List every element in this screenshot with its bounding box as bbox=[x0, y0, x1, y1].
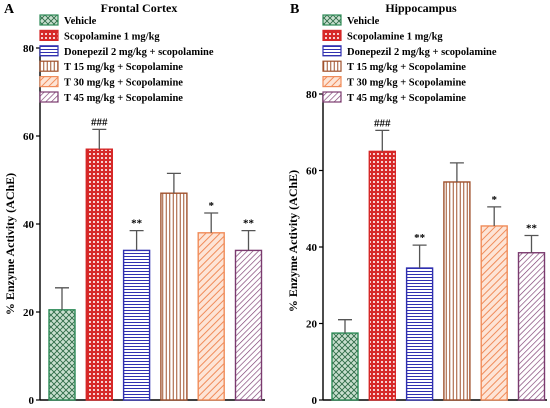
panel-b-error-bar-4 bbox=[449, 162, 464, 182]
panel-b-legend-swatch-2 bbox=[322, 29, 342, 41]
panel-a-y-tick-label: 0 bbox=[29, 395, 35, 407]
panel-a-legend-swatch-5 bbox=[39, 75, 59, 88]
panel-b-bar-1 bbox=[331, 332, 359, 401]
panel-a-title: Frontal Cortex bbox=[101, 1, 178, 15]
panel-a-legend-label-1: Vehicle bbox=[64, 16, 97, 27]
panel-b-error-bar-5 bbox=[487, 206, 502, 226]
panel-a-legend-swatch-2 bbox=[39, 29, 59, 41]
panel-b-significance-label-5: * bbox=[491, 194, 497, 206]
panel-a-legend-swatch-1 bbox=[39, 14, 59, 26]
panel-b-legend-swatch-4 bbox=[322, 60, 342, 72]
panel-a-y-tick-label: 20 bbox=[23, 307, 35, 319]
panel-a-bar-4 bbox=[160, 192, 188, 401]
panel-a-legend-swatch-4 bbox=[39, 60, 59, 72]
panel-a-error-bar-5 bbox=[204, 212, 219, 233]
panel-b-y-tick-label: 80 bbox=[306, 89, 318, 101]
panel-a-legend-label-2: Scopolamine 1 mg/kg bbox=[64, 31, 160, 42]
panel-b-legend-label-3: Donepezil 2 mg/kg + scopolamine bbox=[347, 47, 497, 58]
panel-b-bar-4 bbox=[443, 181, 471, 401]
panel-a-y-axis-label: % Enzyme Activity (AChE) bbox=[3, 173, 17, 315]
panel-b-y-tick-label: 60 bbox=[306, 166, 318, 178]
panel-a-bar-3 bbox=[122, 249, 151, 401]
panel-b-y-tick-label: 40 bbox=[306, 242, 318, 254]
panel-a-bar-1 bbox=[48, 309, 76, 401]
panel-b-title: Hippocampus bbox=[385, 1, 457, 15]
panel-b-significance-label-3: ** bbox=[414, 232, 426, 244]
panel-b-error-bar-1 bbox=[338, 319, 352, 334]
panel-b-label: B bbox=[290, 2, 299, 17]
panel-b-legend-label-5: T 30 mg/kg + Scopolamine bbox=[347, 78, 466, 89]
panel-b-significance-label-6: ** bbox=[526, 223, 538, 235]
panel-b-y-tick-label: 20 bbox=[306, 319, 318, 331]
panel-a-label: A bbox=[4, 2, 15, 17]
panel-a-error-bar-4 bbox=[166, 172, 181, 194]
panel-a-legend-label-5: T 30 mg/kg + Scopolamine bbox=[64, 78, 183, 89]
panel-a-bar-5 bbox=[197, 232, 225, 401]
panel-a-error-bar-2 bbox=[92, 128, 107, 150]
panel-b-significance-label-2: ### bbox=[374, 117, 391, 129]
panel-b-bar-5 bbox=[480, 225, 508, 401]
panel-b-legend-swatch-5 bbox=[322, 75, 342, 88]
panel-b-legend-label-2: Scopolamine 1 mg/kg bbox=[347, 31, 443, 42]
panel-b-legend-swatch-6 bbox=[322, 91, 342, 103]
panel-b-y-tick-label: 0 bbox=[312, 395, 318, 407]
panel-a-y-tick-label: 40 bbox=[23, 219, 35, 231]
panel-b-legend-label-6: T 45 mg/kg + Scopolamine bbox=[347, 93, 466, 104]
panel-a-error-bar-6 bbox=[241, 229, 256, 251]
panel-a-y-tick-label: 80 bbox=[23, 43, 35, 55]
panel-b-legend-swatch-3 bbox=[322, 45, 342, 57]
panel-b-bar-6 bbox=[517, 252, 546, 401]
panel-a-legend-swatch-6 bbox=[39, 91, 59, 103]
panel-a: A Frontal Cortex % Enzyme Activity (AChE… bbox=[3, 1, 265, 407]
panel-b-legend-swatch-1 bbox=[322, 14, 342, 26]
panel-b: B Hippocampus % Enzyme Activity (AChE) 0… bbox=[286, 1, 547, 407]
panel-a-significance-label-6: ** bbox=[243, 218, 255, 230]
panel-b-error-bar-6 bbox=[524, 234, 539, 253]
panel-a-significance-label-3: ** bbox=[131, 218, 143, 230]
panel-a-legend-swatch-3 bbox=[39, 45, 59, 57]
panel-b-y-axis-label: % Enzyme Activity (AChE) bbox=[286, 170, 300, 312]
panel-a-bar-6 bbox=[234, 249, 263, 401]
panel-a-bar-2 bbox=[85, 148, 114, 401]
panel-b-error-bar-2 bbox=[375, 129, 390, 152]
panel-b-bar-2 bbox=[368, 150, 396, 401]
panel-a-y-tick-label: 60 bbox=[23, 131, 35, 143]
panel-a-legend-label-6: T 45 mg/kg + Scopolamine bbox=[64, 93, 183, 104]
panel-a-error-bar-3 bbox=[129, 229, 144, 251]
panel-a-significance-label-5: * bbox=[208, 200, 214, 212]
panel-a-legend-label-3: Donepezil 2 mg/kg + scopolamine bbox=[64, 47, 214, 58]
panel-a-legend-label-4: T 15 mg/kg + Scopolamine bbox=[64, 62, 183, 73]
panel-a-significance-label-2: ### bbox=[91, 116, 108, 128]
panel-b-bar-3 bbox=[405, 267, 434, 401]
panel-b-legend-label-4: T 15 mg/kg + Scopolamine bbox=[347, 62, 466, 73]
panel-b-error-bar-3 bbox=[412, 244, 427, 269]
panel-b-legend-label-1: Vehicle bbox=[347, 16, 380, 27]
panel-a-error-bar-1 bbox=[55, 287, 69, 310]
